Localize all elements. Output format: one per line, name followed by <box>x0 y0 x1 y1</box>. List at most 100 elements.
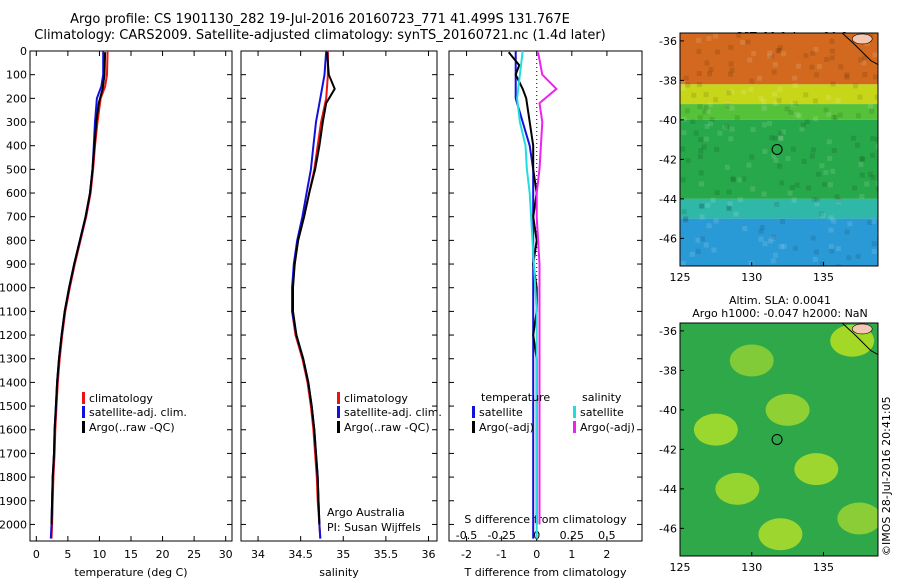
sst-map-texture <box>680 85 686 91</box>
sst-map-texture <box>734 115 740 121</box>
sst-map-texture <box>685 158 691 164</box>
sst-map-texture <box>704 123 710 129</box>
sst-map-texture <box>828 227 834 233</box>
sst-map-texture <box>705 108 711 114</box>
sst-map-texture <box>771 234 777 240</box>
sst-map-texture <box>773 101 779 107</box>
sst-map-texture <box>777 86 783 92</box>
salinity-legend-argo-text: Argo(..raw -QC) <box>344 421 430 434</box>
sst-map-texture <box>810 50 816 56</box>
difference-series-salinity-satellite_salt <box>516 50 538 539</box>
sst-map-texture <box>767 53 773 59</box>
sst-map-texture <box>770 258 776 264</box>
sst-map-texture <box>871 219 877 225</box>
sst-map-texture <box>864 181 870 187</box>
sst-map-texture <box>829 55 835 61</box>
sst-map-texture <box>750 186 756 192</box>
sst-map-texture <box>681 116 687 122</box>
sst-map-texture <box>762 241 768 247</box>
sst-map-texture <box>767 238 773 244</box>
sst-map-texture <box>795 63 801 69</box>
sst-map-texture <box>780 129 786 135</box>
sst-map-texture <box>814 197 820 203</box>
depth-y-label: 300 <box>6 116 27 129</box>
sst-map-texture <box>728 71 734 77</box>
sst-map-texture <box>791 101 797 107</box>
sst-map-texture <box>806 185 812 191</box>
sst-map-texture <box>858 162 864 168</box>
sla-map-title: Altim. SLA: 0.0041 <box>728 294 832 307</box>
sst-map-texture <box>829 48 835 54</box>
sla-map-frame <box>679 322 879 557</box>
sst-map-texture <box>762 122 768 128</box>
tdiff-legend-argo-text: Argo(-adj) <box>479 421 534 434</box>
argo-australia-annotation: Argo Australia <box>327 506 405 519</box>
sst-map-texture <box>813 98 819 104</box>
tdiff-x-label: -2 <box>461 548 472 561</box>
sst-map-band <box>680 119 878 199</box>
sst-map-texture <box>775 48 781 54</box>
sst-map-texture <box>680 260 686 266</box>
sst-map-texture <box>844 74 850 80</box>
sst-map-texture <box>742 226 748 232</box>
sst-map-coastline <box>841 33 878 66</box>
sst-map-texture <box>699 203 705 209</box>
sst-map-texture <box>761 191 767 197</box>
temperature-legend-argo-swatch <box>82 421 85 433</box>
sst-map-texture <box>703 242 709 248</box>
sla-map-y-label: -44 <box>659 483 677 496</box>
depth-y-label: 1600 <box>0 424 27 437</box>
sst-map-texture <box>831 147 837 153</box>
salinity-legend-satellite-text: satellite-adj. clim. <box>344 406 442 419</box>
sst-map-texture <box>772 91 778 97</box>
sla-map-x-label: 125 <box>670 561 691 574</box>
sst-map-texture <box>708 121 714 127</box>
sst-map-texture <box>761 99 767 105</box>
salinity-x-label: 35 <box>336 548 350 561</box>
sst-map-texture <box>684 108 690 114</box>
sla-map-float-marker <box>771 433 783 445</box>
sst-map-texture <box>703 136 709 142</box>
sst-map-texture <box>697 154 703 160</box>
sst-map-texture <box>700 236 706 242</box>
sst-map-texture <box>831 114 837 120</box>
figure-title-line-2: Climatology: CARS2009. Satellite-adjuste… <box>34 28 606 43</box>
sla-map-y-label: -46 <box>659 522 677 535</box>
sst-map-texture <box>826 139 832 145</box>
sst-map-texture <box>683 217 689 223</box>
sst-map-texture <box>681 209 687 215</box>
sst-map-texture <box>747 57 753 63</box>
sst-map-texture <box>725 101 731 107</box>
temperature-x-label: 0 <box>33 548 40 561</box>
sst-map-texture <box>715 49 721 55</box>
temperature-xlabel: temperature (deg C) <box>74 566 187 579</box>
sst-map-x-label: 130 <box>741 271 762 284</box>
sst-map-texture <box>872 74 878 80</box>
sst-map-texture <box>835 98 841 104</box>
sst-map-texture <box>701 144 707 150</box>
sla-map-blob <box>794 453 839 486</box>
sst-map-texture <box>698 137 704 143</box>
temperature-legend-climatology-swatch <box>82 392 85 404</box>
depth-y-label: 2000 <box>0 518 27 531</box>
sst-map-island <box>851 33 873 45</box>
sst-map-y-label: -36 <box>659 35 677 48</box>
sst-map-texture <box>790 146 796 152</box>
sst-map-texture <box>796 113 802 119</box>
sst-map-texture <box>829 38 835 44</box>
sst-map-texture <box>714 146 720 152</box>
temperature-legend-satellite-swatch <box>82 406 85 418</box>
depth-y-label: 1700 <box>0 447 27 460</box>
sst-map-texture <box>737 197 743 203</box>
sst-map-texture <box>750 127 756 133</box>
sst-map-texture <box>781 51 787 57</box>
sst-map-texture <box>779 180 785 186</box>
sla-map-x-label: 130 <box>741 561 762 574</box>
sst-map-texture <box>696 48 702 54</box>
sst-map-texture <box>855 113 861 119</box>
sst-map-texture <box>792 75 798 81</box>
temperature-panel-frame <box>29 50 233 542</box>
sst-map-texture <box>799 126 805 132</box>
sst-map-texture <box>875 144 878 150</box>
